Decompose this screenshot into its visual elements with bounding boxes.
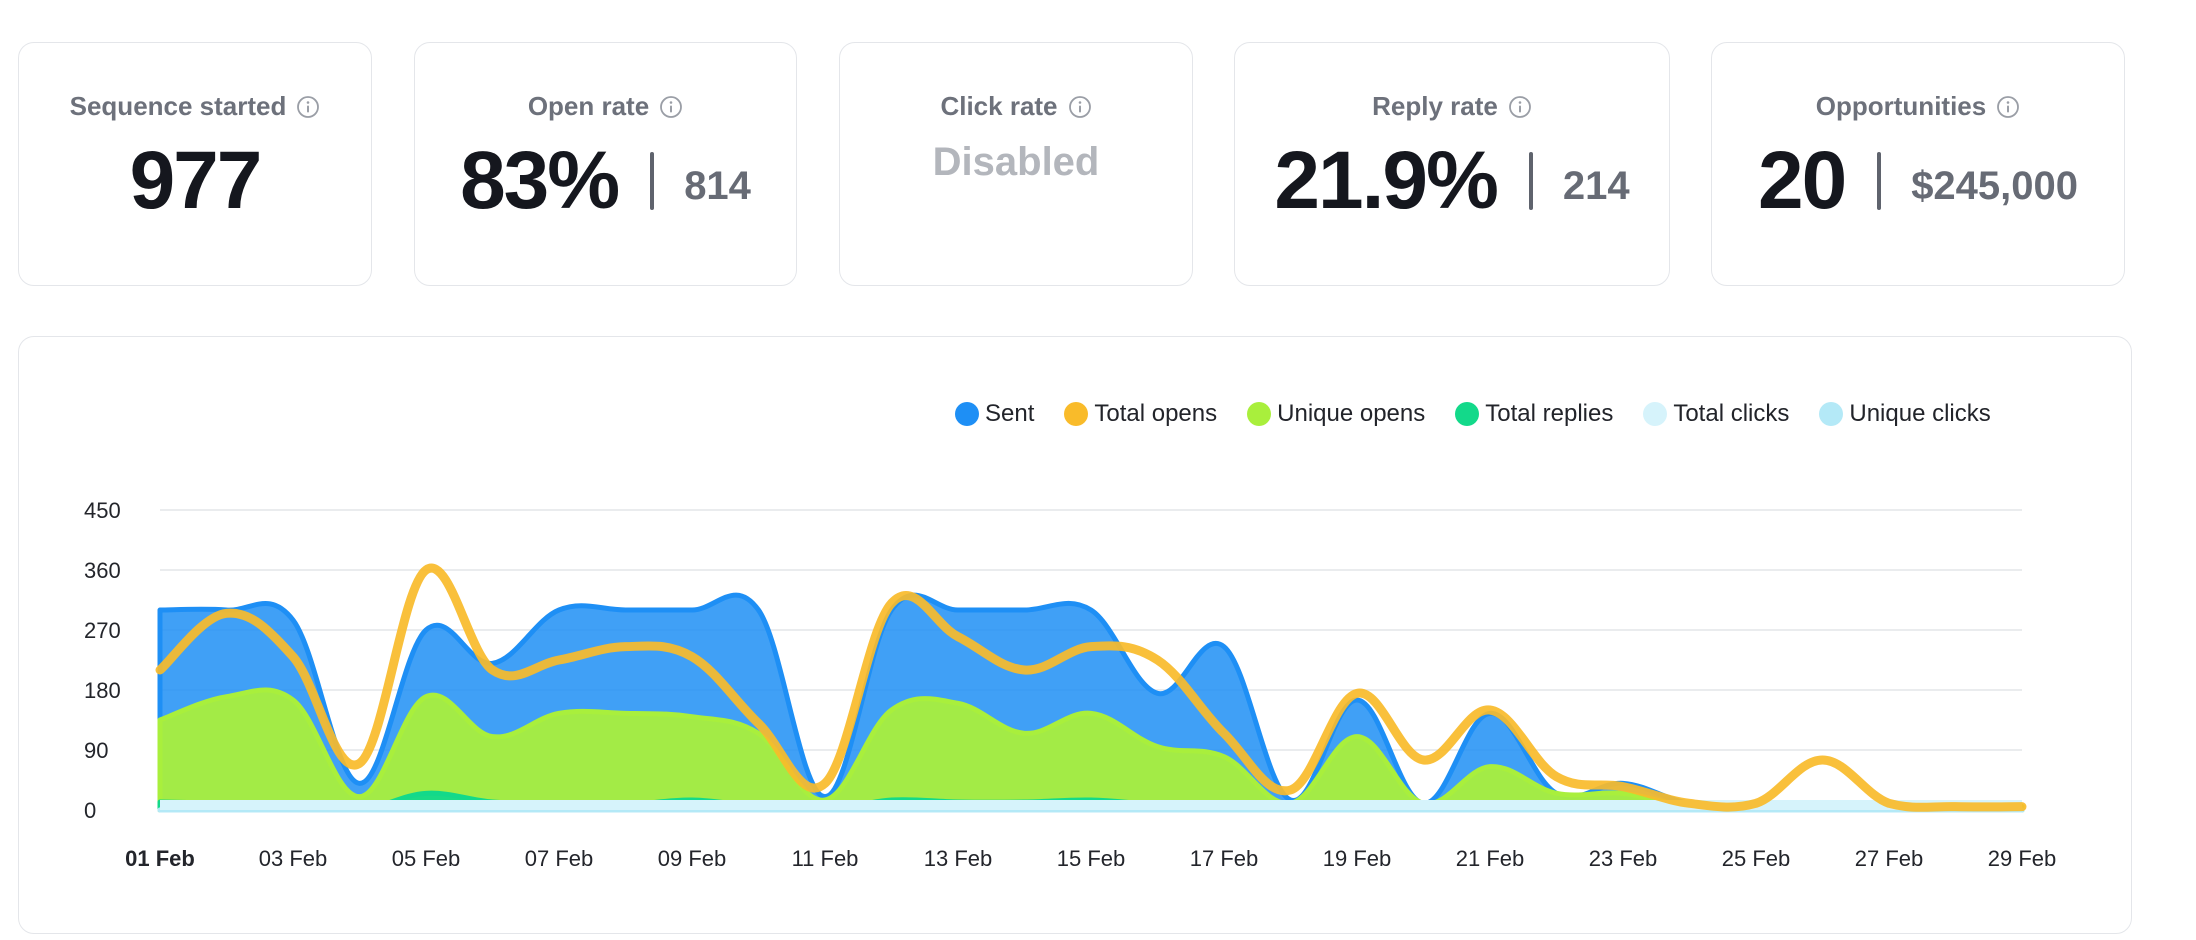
opportunities-value: 20 xyxy=(1757,135,1847,226)
sequence-started-label: Sequence started xyxy=(69,91,287,121)
x-tick-label: 27 Feb xyxy=(1855,846,1924,871)
open-rate-value-row: 83% 814 xyxy=(460,140,751,222)
legend-label-sent: Sent xyxy=(985,400,1035,427)
x-tick-label: 09 Feb xyxy=(658,846,727,871)
sequence-started-card: Sequence started 977 xyxy=(18,42,372,286)
legend-label-total-replies: Total replies xyxy=(1485,400,1614,427)
opportunities-label: Opportunities xyxy=(1815,91,1987,121)
x-tick-label: 07 Feb xyxy=(525,846,594,871)
reply-rate-card: Reply rate 21.9% 214 xyxy=(1234,42,1670,286)
reply-rate-title: Reply rate xyxy=(1372,91,1532,122)
legend-item-unique-opens[interactable]: Unique opens xyxy=(1247,400,1425,428)
y-tick-label: 450 xyxy=(84,498,121,523)
chart-legend: Sent Total opens Unique opens Total repl… xyxy=(955,400,1991,428)
value-separator xyxy=(1877,152,1882,210)
value-separator xyxy=(1528,152,1533,210)
y-tick-label: 360 xyxy=(84,558,121,583)
info-icon[interactable] xyxy=(659,95,683,119)
info-icon[interactable] xyxy=(1996,95,2020,119)
area-total-clicks-baseline xyxy=(160,800,2022,810)
legend-swatch-total-replies xyxy=(1455,402,1480,426)
click-rate-title: Click rate xyxy=(940,91,1091,122)
open-rate-card: Open rate 83% 814 xyxy=(414,42,797,286)
x-tick-label: 11 Feb xyxy=(792,846,859,871)
legend-label-total-opens: Total opens xyxy=(1094,400,1218,427)
info-icon[interactable] xyxy=(1508,95,1532,119)
legend-swatch-total-opens xyxy=(1064,402,1089,426)
legend-item-total-clicks[interactable]: Total clicks xyxy=(1643,400,1789,428)
opportunities-amount: $245,000 xyxy=(1911,164,2079,208)
legend-swatch-unique-clicks xyxy=(1819,402,1844,426)
click-rate-label: Click rate xyxy=(940,91,1058,121)
info-icon[interactable] xyxy=(1068,95,1092,119)
sequence-started-value-row: 977 xyxy=(129,135,263,226)
open-rate-count: 814 xyxy=(684,164,751,208)
click-rate-disabled: Disabled xyxy=(932,140,1100,184)
opportunities-title: Opportunities xyxy=(1816,91,2020,122)
legend-item-total-opens[interactable]: Total opens xyxy=(1064,400,1217,428)
y-tick-label: 0 xyxy=(84,798,96,823)
legend-swatch-unique-opens xyxy=(1247,402,1272,426)
reply-rate-value-row: 21.9% 214 xyxy=(1274,140,1629,222)
x-tick-label: 19 Feb xyxy=(1323,846,1392,871)
legend-label-unique-opens: Unique opens xyxy=(1277,400,1426,427)
y-tick-label: 180 xyxy=(84,678,121,703)
value-separator xyxy=(650,152,655,210)
legend-item-sent[interactable]: Sent xyxy=(955,400,1034,428)
x-tick-label: 25 Feb xyxy=(1722,846,1791,871)
opportunities-value-row: 20 $245,000 xyxy=(1758,140,2078,222)
x-tick-label: 05 Feb xyxy=(392,846,461,871)
line-total-opens xyxy=(155,563,2027,812)
legend-label-total-clicks: Total clicks xyxy=(1673,400,1790,427)
x-tick-label: 01 Feb xyxy=(125,846,195,871)
x-tick-label: 29 Feb xyxy=(1988,846,2057,871)
legend-swatch-total-clicks xyxy=(1643,402,1668,426)
sequence-started-title: Sequence started xyxy=(70,91,321,122)
click-rate-value-row: Disabled xyxy=(933,142,1100,182)
open-rate-label: Open rate xyxy=(527,91,650,121)
info-icon[interactable] xyxy=(296,95,320,119)
y-tick-label: 90 xyxy=(84,738,108,763)
y-tick-label: 270 xyxy=(84,618,121,643)
x-tick-label: 23 Feb xyxy=(1589,846,1658,871)
x-tick-label: 21 Feb xyxy=(1456,846,1525,871)
legend-label-unique-clicks: Unique clicks xyxy=(1849,400,1991,427)
sequence-started-value: 977 xyxy=(129,135,263,226)
legend-swatch-sent xyxy=(955,402,979,426)
x-tick-label: 17 Feb xyxy=(1190,846,1259,871)
opportunities-card: Opportunities 20 $245,000 xyxy=(1711,42,2125,286)
legend-item-total-replies[interactable]: Total replies xyxy=(1455,400,1613,428)
reply-rate-label: Reply rate xyxy=(1372,91,1498,121)
x-tick-label: 03 Feb xyxy=(259,846,328,871)
open-rate-title: Open rate xyxy=(528,91,683,122)
reply-rate-count: 214 xyxy=(1562,164,1630,208)
open-rate-value: 83% xyxy=(460,135,620,226)
x-tick-label: 15 Feb xyxy=(1057,846,1126,871)
x-tick-label: 13 Feb xyxy=(924,846,993,871)
reply-rate-value: 21.9% xyxy=(1274,135,1499,226)
click-rate-card: Click rate Disabled xyxy=(839,42,1193,286)
legend-item-unique-clicks[interactable]: Unique clicks xyxy=(1819,400,1991,428)
